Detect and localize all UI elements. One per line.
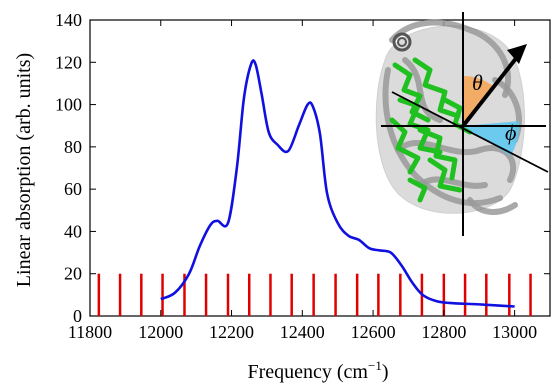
series-line bbox=[160, 59, 515, 308]
plot-border bbox=[89, 19, 551, 317]
protein-helix-inner bbox=[397, 37, 407, 47]
protein-ribbon bbox=[467, 197, 518, 215]
protein-ribbon bbox=[417, 176, 488, 189]
y-tick-label: 100 bbox=[55, 95, 82, 115]
axis-ticks: 11800 12000 12200 12400 12600 12800 13000 0 20 40… bbox=[55, 10, 550, 342]
x-tick-label: 12600 bbox=[351, 322, 396, 342]
theta-label: θ bbox=[472, 70, 483, 95]
x-tick-label: 12400 bbox=[280, 322, 325, 342]
x-tick-label: 11800 bbox=[68, 322, 112, 342]
y-tick-label: 0 bbox=[73, 306, 82, 326]
plot-frame bbox=[89, 19, 551, 317]
protein-helix bbox=[392, 32, 412, 52]
protein-ribbon bbox=[395, 139, 517, 183]
phi-label: ϕ bbox=[505, 120, 516, 145]
y-tick-label: 20 bbox=[64, 264, 82, 284]
dipole-arrow bbox=[461, 50, 523, 128]
x-tick-label: 13000 bbox=[492, 322, 537, 342]
y-tick-label: 40 bbox=[64, 221, 82, 241]
y-tick-label: 80 bbox=[64, 137, 82, 157]
dipole-arrowhead bbox=[507, 44, 527, 64]
chromophore-sticks bbox=[389, 117, 421, 175]
chromophore-sticks bbox=[427, 157, 463, 193]
x-tick-label: 12000 bbox=[138, 322, 183, 342]
inset-oblique-axis bbox=[391, 91, 549, 173]
absorption-curve bbox=[160, 59, 515, 308]
chromophore-sticks bbox=[412, 57, 461, 119]
stick-spectrum bbox=[97, 273, 532, 316]
x-tick-label: 12200 bbox=[209, 322, 254, 342]
y-axis-label: Linear absorption (arb. units) bbox=[13, 53, 35, 287]
protein-inset: θϕ bbox=[375, 12, 549, 236]
y-tick-label: 120 bbox=[55, 52, 82, 72]
protein-surface bbox=[375, 25, 525, 214]
phi-wedge bbox=[463, 121, 520, 156]
x-axis-label: Frequency (cm−1) bbox=[247, 358, 388, 383]
y-tick-label: 140 bbox=[55, 10, 82, 30]
chromophore-sticks bbox=[417, 127, 458, 181]
chromophore-sticks bbox=[407, 177, 428, 203]
y-tick-label: 60 bbox=[64, 179, 82, 199]
x-tick-label: 12800 bbox=[421, 322, 466, 342]
